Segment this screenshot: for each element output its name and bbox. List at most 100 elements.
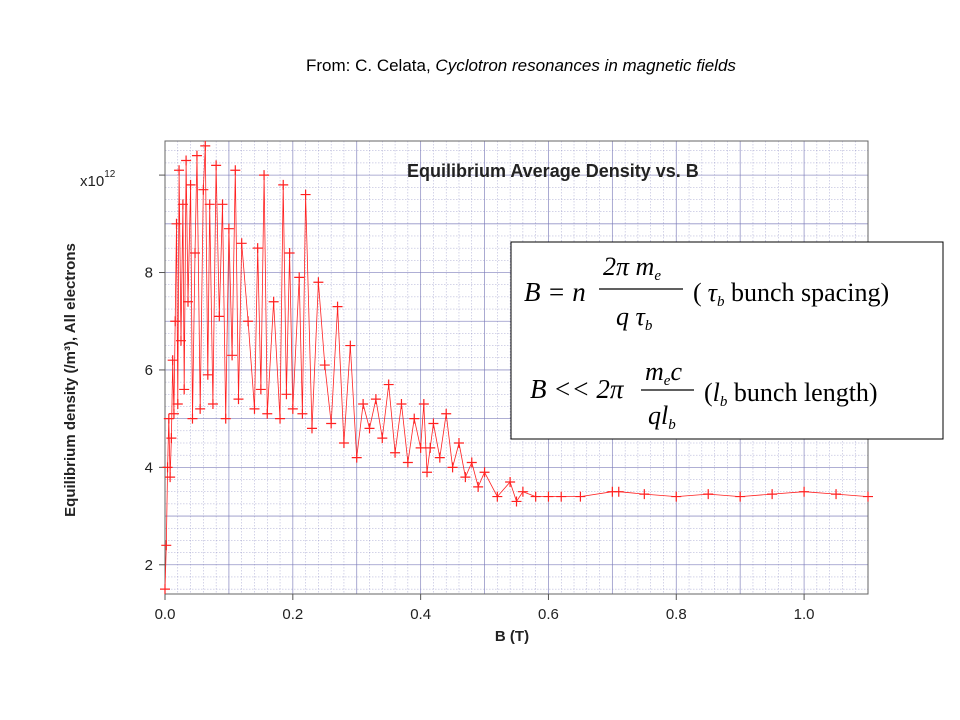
eq1-num-sub: e xyxy=(654,268,661,284)
y-axis-label: Equilibrium density (/m³), All electrons xyxy=(62,243,79,517)
data-point xyxy=(358,399,369,410)
data-point xyxy=(447,462,458,473)
x-axis-label: B (T) xyxy=(495,628,529,645)
data-point xyxy=(473,481,484,492)
data-point xyxy=(223,223,234,234)
data-point xyxy=(252,243,263,254)
credit-source: Cyclotron resonances in magnetic fields xyxy=(435,56,736,75)
eq1-symbol: τ xyxy=(708,278,719,307)
data-point xyxy=(453,438,464,448)
eq1-denominator: q τb xyxy=(616,302,653,334)
data-point xyxy=(297,408,308,419)
data-point xyxy=(466,457,477,468)
data-point xyxy=(543,491,554,502)
eq1-lhs: B = n xyxy=(524,277,586,307)
data-point xyxy=(198,184,209,195)
axis-ticks: 0.0 0.2 0.4 0.6 0.8 1.0 8 6 4 2 xyxy=(145,174,815,623)
data-point xyxy=(172,399,183,410)
data-point xyxy=(262,408,273,419)
data-point xyxy=(418,399,429,410)
data-point xyxy=(179,384,190,395)
data-point xyxy=(505,476,516,487)
data-point xyxy=(517,486,528,497)
eq1-den-sub: b xyxy=(645,318,653,334)
data-point xyxy=(370,394,381,405)
series-red-density xyxy=(160,140,873,595)
data-point xyxy=(671,491,682,502)
x-tick-label: 0.0 xyxy=(155,606,176,623)
data-point xyxy=(259,170,270,181)
data-point xyxy=(364,423,375,434)
data-point xyxy=(243,316,254,327)
y-multiplier-base: x10 xyxy=(80,173,104,190)
data-point xyxy=(249,403,260,414)
data-point xyxy=(166,433,177,444)
eq2-paren: ( xyxy=(704,378,713,407)
y-tick-label: 2 xyxy=(145,557,153,574)
data-point xyxy=(415,442,426,453)
data-point xyxy=(831,489,842,500)
eq1-note: (τb bunch spacing) xyxy=(693,278,889,310)
data-point xyxy=(425,442,436,453)
eq2-num-main: m xyxy=(645,357,664,386)
data-point xyxy=(167,355,178,366)
data-point xyxy=(161,540,172,551)
chart-title: Equilibrium Average Density vs. B xyxy=(407,161,699,181)
data-point xyxy=(281,389,292,400)
data-point xyxy=(434,452,445,463)
data-point xyxy=(319,360,330,371)
data-point xyxy=(195,403,206,414)
data-point xyxy=(275,413,286,424)
x-tick-label: 0.2 xyxy=(282,606,303,623)
eq1-paren: ( xyxy=(693,278,702,307)
data-point xyxy=(162,462,173,473)
data-point xyxy=(863,491,873,502)
data-point xyxy=(390,447,401,458)
data-point xyxy=(460,472,471,483)
y-multiplier: x1012 xyxy=(80,169,116,190)
data-point xyxy=(492,491,503,502)
eq1-num-main: 2π m xyxy=(603,252,654,281)
data-point xyxy=(191,150,202,161)
eq1-symbol-sub: b xyxy=(717,294,725,310)
data-point xyxy=(187,413,198,424)
equation-bunch-length: B << 2π mec qlb (lb bunch length) xyxy=(530,357,878,433)
eq2-den-main: ql xyxy=(648,401,668,430)
y-tick-label: 8 xyxy=(145,265,153,282)
x-tick-label: 0.4 xyxy=(410,606,431,623)
data-point xyxy=(300,189,311,200)
data-point xyxy=(511,496,522,507)
eq2-num-sub: e xyxy=(664,373,671,389)
equation-box: B = n 2π me q τb (τb bunch spacing) B <<… xyxy=(510,241,944,440)
data-point xyxy=(735,491,746,502)
y-tick-label: 6 xyxy=(145,362,153,379)
data-point xyxy=(402,457,413,468)
data-point xyxy=(220,413,231,424)
data-point xyxy=(214,311,225,322)
data-point xyxy=(422,467,433,478)
data-point xyxy=(268,296,279,307)
data-point xyxy=(185,179,196,190)
data-point xyxy=(530,491,541,502)
equation-resonance: B = n 2π me q τb (τb bunch spacing) xyxy=(524,252,889,334)
data-point xyxy=(183,296,194,307)
data-point xyxy=(306,423,317,434)
data-point xyxy=(160,584,170,595)
data-point xyxy=(230,165,241,176)
eq2-description: bunch length) xyxy=(727,378,877,407)
data-point xyxy=(170,316,181,327)
data-point xyxy=(377,433,388,444)
data-point xyxy=(345,340,356,351)
y-tick-label: 4 xyxy=(145,459,153,476)
data-point xyxy=(207,399,218,410)
eq2-den-sub: b xyxy=(668,417,676,433)
source-credit: From: C. Celata, Cyclotron resonances in… xyxy=(306,56,736,76)
data-point xyxy=(202,369,213,380)
data-point xyxy=(236,238,247,249)
data-point xyxy=(613,486,624,497)
data-point xyxy=(294,272,305,283)
data-point xyxy=(177,199,188,210)
data-point xyxy=(278,179,289,190)
eq2-note: (lb bunch length) xyxy=(704,378,878,410)
